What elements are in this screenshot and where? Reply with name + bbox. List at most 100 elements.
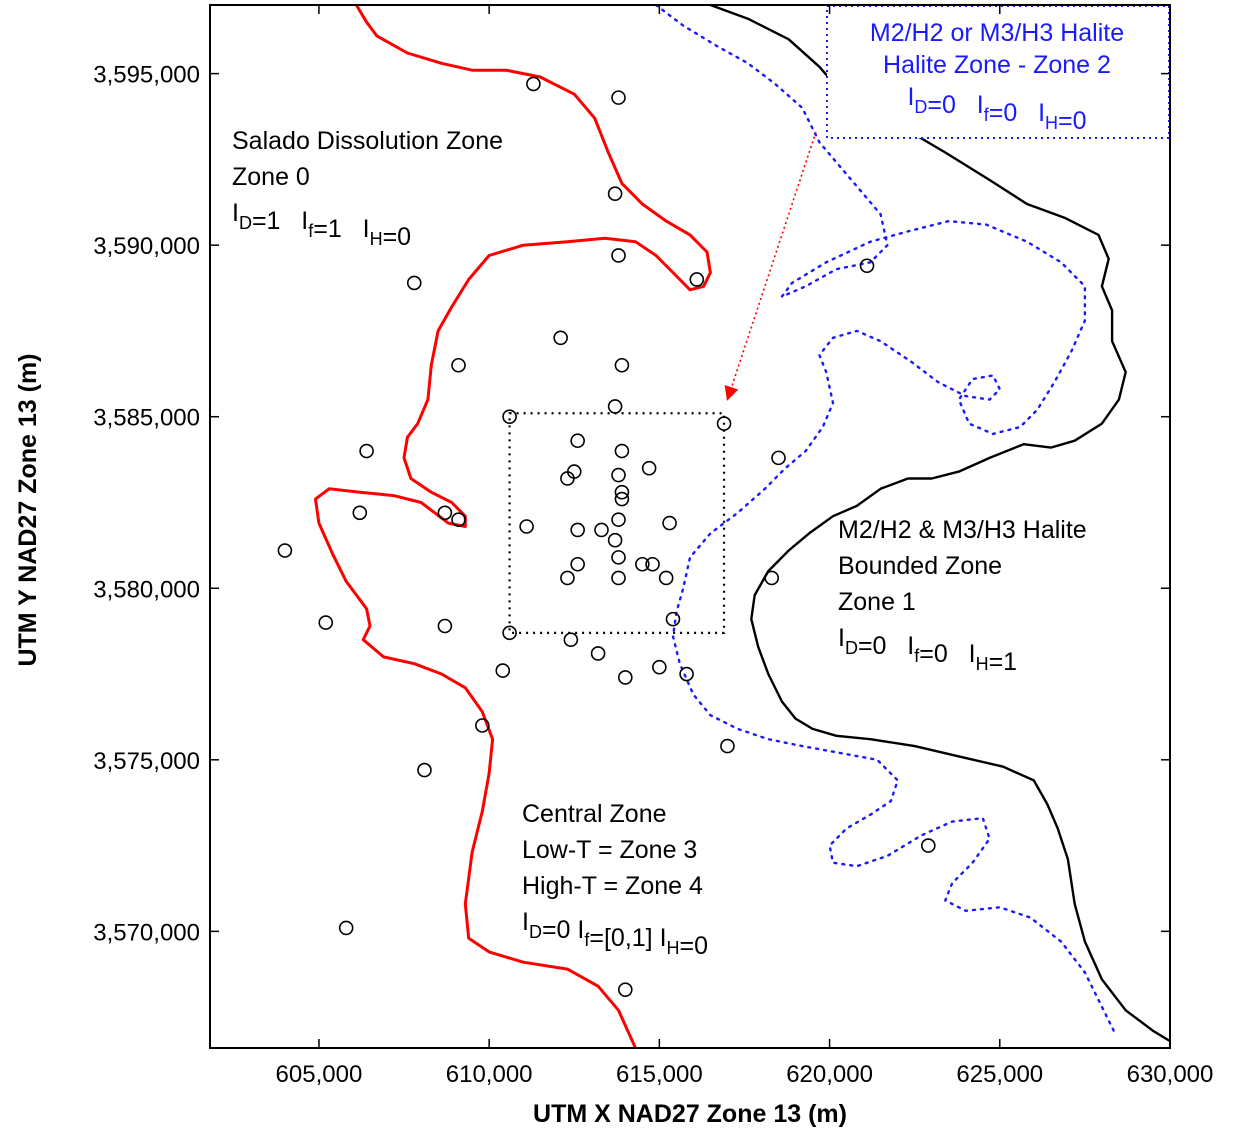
x-tick-label: 620,000 <box>786 1061 873 1088</box>
label-text: =0 <box>989 99 1038 127</box>
y-tick-label: 3,595,000 <box>93 62 200 89</box>
subscript-text: D <box>529 922 542 942</box>
bounded-halite-boundary-line <box>709 5 1170 1043</box>
subscript-text: f <box>984 105 990 125</box>
well-marker <box>652 659 667 675</box>
zone-label-zone1-line: Zone 1 <box>838 588 916 616</box>
label-text: I <box>907 632 914 660</box>
label-text: I <box>977 91 984 119</box>
axes: 605,000 610,000 615,000 620,000 625,000 630,0… <box>93 5 1213 1088</box>
subscript-text: f <box>584 930 590 950</box>
well-marker <box>560 471 575 486</box>
label-text: =0 <box>383 223 412 251</box>
zone-label-central-line: High-T = Zone 4 <box>522 872 703 900</box>
well-marker <box>437 505 453 521</box>
label-text: High-T = Zone 4 <box>522 872 703 900</box>
well-marker <box>764 570 780 586</box>
well-marker <box>607 532 623 548</box>
y-tick-label: 3,590,000 <box>93 233 200 260</box>
label-text: =0 <box>542 916 577 944</box>
label-text: =0 <box>927 91 976 119</box>
plot-background <box>210 5 1170 1048</box>
zone-label-central-line: Low-T = Zone 3 <box>522 836 697 864</box>
well-marker <box>611 90 626 105</box>
well-marker <box>611 467 626 483</box>
well-marker <box>437 618 453 634</box>
label-text: =0 <box>858 632 907 660</box>
well-marker <box>352 505 368 521</box>
label-text: =1 <box>313 215 362 243</box>
well-marker <box>277 543 293 558</box>
subscript-text: H <box>667 938 680 958</box>
zone-label-central-line: ID=0 If=[0,1] IH=0 <box>522 908 708 960</box>
well-marker <box>318 615 334 630</box>
subscript-text: D <box>239 213 252 233</box>
well-marker <box>359 443 374 459</box>
well-marker <box>611 570 626 586</box>
well-marker <box>590 646 606 661</box>
label-text: I <box>1038 99 1045 127</box>
well-marker <box>658 570 674 586</box>
well-marker <box>570 556 585 572</box>
label-text: M2/H2 & M3/H3 Halite <box>838 516 1087 544</box>
well-marker <box>526 76 541 92</box>
well-marker <box>607 186 623 202</box>
well-marker <box>611 512 626 527</box>
x-tick-label: 605,000 <box>276 1061 363 1088</box>
label-text: Bounded Zone <box>838 552 1002 580</box>
label-text: =0 <box>680 932 709 960</box>
well-marker <box>570 433 585 449</box>
salado-dissolution-boundary-line <box>314 5 712 1048</box>
well-marker <box>502 409 517 425</box>
zone-label-zone0-line: ID=1 If=1 IH=0 <box>232 199 411 251</box>
plot-area <box>277 5 1170 1048</box>
zone2-halite-boundary-line <box>654 5 1117 1036</box>
x-tick-label: 625,000 <box>956 1061 1043 1088</box>
label-text: =0 <box>919 640 968 668</box>
well-marker <box>475 718 490 733</box>
zone-label-zone0-line: Salado Dissolution Zone <box>232 127 503 155</box>
well-marker <box>920 838 936 853</box>
zone-label-zone2-line: ID=0 If=0 IH=0 <box>907 83 1086 135</box>
label-text: Zone 0 <box>232 163 310 191</box>
label-text: Salado Dissolution Zone <box>232 127 503 155</box>
well-marker <box>607 399 623 414</box>
zone-label-zone2-line: M2/H2 or M3/H3 Halite <box>870 19 1124 47</box>
well-marker <box>720 738 735 754</box>
well-marker <box>451 512 466 527</box>
well-marker <box>519 519 534 534</box>
well-marker <box>716 416 732 431</box>
x-tick-label: 610,000 <box>446 1061 533 1088</box>
well-marker <box>451 357 466 373</box>
subscript-text: H <box>1045 113 1058 133</box>
well-marker <box>641 460 657 476</box>
well-marker <box>614 484 630 500</box>
well-marker <box>689 272 705 287</box>
plot-frame <box>209 4 1171 1049</box>
well-marker <box>570 522 585 538</box>
well-marker <box>560 570 575 586</box>
label-text: I <box>363 215 370 243</box>
subscript-text: f <box>308 221 314 241</box>
zone-label-zone0-line: Zone 0 <box>232 163 310 191</box>
well-marker <box>614 491 630 507</box>
well-marker <box>679 666 694 682</box>
subscript-text: H <box>976 654 989 674</box>
well-marker <box>594 522 609 538</box>
subscript-text: f <box>914 646 920 666</box>
well-marker <box>614 357 630 373</box>
label-text: Zone 1 <box>838 588 916 616</box>
y-tick-label: 3,585,000 <box>93 405 200 432</box>
label-text: I <box>577 916 584 944</box>
label-text: I <box>522 908 529 936</box>
zone2-pointer-arrow <box>724 131 817 401</box>
label-text: I <box>907 83 914 111</box>
subscript-text: H <box>370 229 383 249</box>
x-tick-label: 630,000 <box>1127 1061 1214 1088</box>
zone-label-zone2-line: Halite Zone - Zone 2 <box>883 51 1111 79</box>
well-marker <box>502 625 517 641</box>
well-marker <box>645 556 660 572</box>
well-marker <box>553 330 568 346</box>
